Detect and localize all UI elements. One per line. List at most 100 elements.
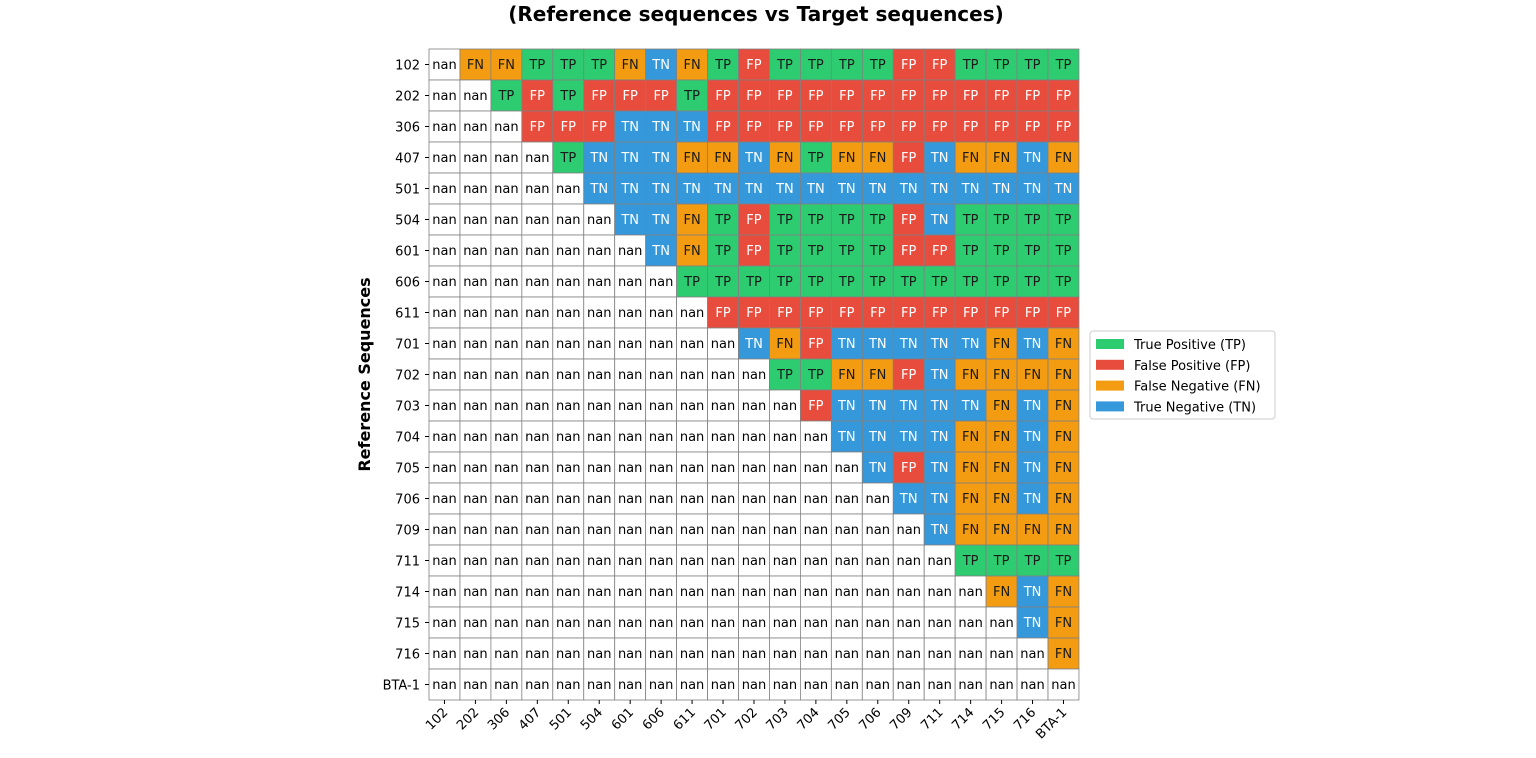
heatmap-cell xyxy=(490,482,523,515)
x-tick-label: 709 xyxy=(887,705,915,733)
y-axis-title-text: Reference Sequences xyxy=(355,277,374,471)
heatmap-cell xyxy=(985,327,1018,360)
cell-label: FN xyxy=(1055,616,1072,631)
cell-label: nan xyxy=(432,151,456,166)
cell-label: FP xyxy=(592,120,607,135)
heatmap-cell xyxy=(552,296,585,329)
cell-label: nan xyxy=(556,244,580,259)
cell-label: FN xyxy=(993,430,1010,445)
cell-label: TN xyxy=(651,58,670,73)
cell-label: nan xyxy=(494,182,518,197)
cell-label: nan xyxy=(432,523,456,538)
cell-label: nan xyxy=(711,337,735,352)
cell-label: nan xyxy=(649,306,673,321)
cell-label: nan xyxy=(866,523,890,538)
heatmap-cell xyxy=(1016,141,1049,174)
heatmap-cell xyxy=(861,203,894,236)
heatmap-cell xyxy=(985,606,1018,639)
cell-label: nan xyxy=(835,616,859,631)
heatmap-cell xyxy=(614,358,647,391)
legend: True Positive (TP) False Positive (FP) Fal… xyxy=(1089,330,1276,420)
heatmap-cell xyxy=(707,265,739,298)
cell-label: TP xyxy=(590,58,607,73)
heatmap-cell xyxy=(645,358,678,391)
y-tick-label: 711 xyxy=(395,555,420,570)
heatmap-cell xyxy=(800,327,832,360)
cell-label: nan xyxy=(494,616,518,631)
cell-label: nan xyxy=(432,368,456,383)
x-tick-label: 704 xyxy=(795,705,823,733)
heatmap-cell xyxy=(552,110,585,143)
heatmap-cell xyxy=(521,141,554,174)
heatmap-cell xyxy=(800,420,832,453)
cell-label: TP xyxy=(528,58,545,73)
cell-label: nan xyxy=(835,647,859,662)
cell-label: FP xyxy=(1056,89,1071,104)
heatmap-cell xyxy=(954,141,987,174)
cell-label: TN xyxy=(1054,182,1073,197)
cell-label: nan xyxy=(556,492,580,507)
cell-label: TN xyxy=(899,430,918,445)
cell-label: nan xyxy=(742,616,766,631)
cell-label: FN xyxy=(1055,492,1072,507)
heatmap-cell xyxy=(954,575,987,608)
heatmap-cell xyxy=(985,48,1018,81)
cell-label: TN xyxy=(837,430,856,445)
heatmap-cell xyxy=(614,203,647,236)
cell-label: nan xyxy=(494,337,518,352)
cell-label: nan xyxy=(866,647,890,662)
x-tick-label: 601 xyxy=(609,705,637,733)
cell-label: nan xyxy=(773,554,797,569)
heatmap-cell xyxy=(985,172,1018,205)
heatmap-cell xyxy=(645,234,678,267)
cell-label: TN xyxy=(1023,492,1042,507)
cell-label: FP xyxy=(530,120,545,135)
cell-label: nan xyxy=(958,585,982,600)
y-tick-label: 715 xyxy=(395,617,420,632)
cell-label: FP xyxy=(901,58,916,73)
cell-label: TN xyxy=(899,399,918,414)
heatmap-cell xyxy=(1016,389,1049,422)
heatmap-cell xyxy=(800,606,832,639)
heatmap-cell xyxy=(552,420,585,453)
heatmap-cell xyxy=(521,172,554,205)
heatmap-cell xyxy=(614,668,647,701)
cell-label: nan xyxy=(494,120,518,135)
cell-label: nan xyxy=(525,585,549,600)
heatmap-cell xyxy=(830,482,863,515)
cell-label: TN xyxy=(744,182,763,197)
heatmap-cell xyxy=(738,110,770,143)
cell-label: nan xyxy=(711,678,735,693)
cell-label: FN xyxy=(1055,399,1072,414)
cell-label: nan xyxy=(896,585,920,600)
heatmap-cell xyxy=(552,482,585,515)
cell-label: FP xyxy=(901,306,916,321)
heatmap-cell xyxy=(583,141,616,174)
cell-label: TP xyxy=(1024,275,1041,290)
cell-label: nan xyxy=(711,368,735,383)
cell-label: FP xyxy=(808,89,823,104)
cell-label: TN xyxy=(899,492,918,507)
cell-label: nan xyxy=(463,213,487,228)
cell-label: FN xyxy=(683,244,700,259)
heatmap-cell xyxy=(614,420,647,453)
heatmap-cell xyxy=(707,637,739,670)
cell-label: nan xyxy=(494,647,518,662)
cell-label: TN xyxy=(1023,399,1042,414)
cell-label: TP xyxy=(807,58,824,73)
cell-label: TN xyxy=(992,182,1011,197)
heatmap-cell xyxy=(490,575,523,608)
cell-label: TN xyxy=(806,182,825,197)
cell-label: TN xyxy=(899,337,918,352)
cell-label: nan xyxy=(618,616,642,631)
cell-label: nan xyxy=(432,337,456,352)
cell-label: nan xyxy=(494,275,518,290)
cell-label: TN xyxy=(589,151,608,166)
heatmap-cell xyxy=(985,513,1018,546)
cell-label: nan xyxy=(525,368,549,383)
cell-label: FN xyxy=(683,151,700,166)
heatmap-cell xyxy=(583,575,616,608)
cell-label: nan xyxy=(463,523,487,538)
heatmap-cell xyxy=(954,48,987,81)
heatmap-cell xyxy=(428,358,461,391)
